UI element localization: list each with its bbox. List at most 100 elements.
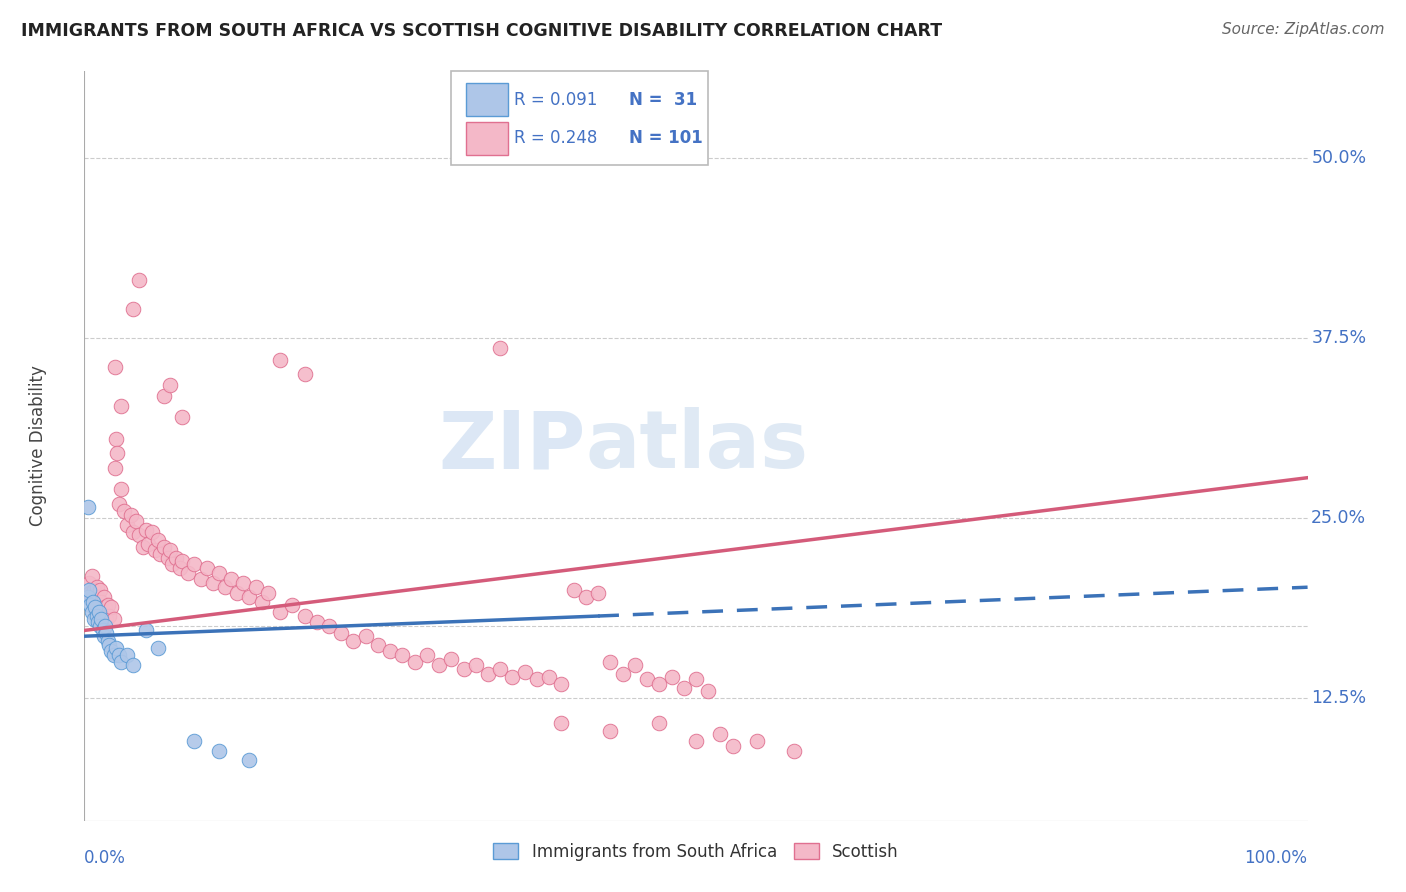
Point [107,648,129,662]
Text: 12.5%: 12.5% [1312,690,1367,707]
Point [294,609,316,624]
Point [294,367,316,381]
Point [135,523,157,537]
Point [84,600,107,615]
Point [135,624,157,638]
Point [697,684,720,698]
Point [404,655,426,669]
Point [165,551,187,566]
Point [599,724,621,739]
Point [513,665,536,680]
Point [219,572,242,586]
Point [169,561,191,575]
Point [183,557,205,571]
Point [89,583,111,598]
Point [143,542,166,557]
Text: atlas: atlas [586,407,808,485]
Point [86,609,108,624]
Point [77,591,100,605]
Text: 0.0%: 0.0% [84,849,127,867]
Point [93,629,115,643]
Point [104,460,127,475]
Point [105,446,128,460]
Point [82,594,104,608]
Point [783,744,806,758]
Point [318,619,340,633]
Point [538,669,561,683]
Point [91,605,114,619]
Point [149,547,172,561]
Point [100,600,122,615]
Text: Source: ZipAtlas.com: Source: ZipAtlas.com [1222,22,1385,37]
Point [94,600,117,615]
Point [104,359,127,374]
Point [624,658,647,673]
Point [93,591,115,605]
Point [159,378,181,392]
Point [77,575,100,590]
Point [103,648,125,662]
Point [105,432,128,446]
Legend: Immigrants from South Africa, Scottish: Immigrants from South Africa, Scottish [494,843,898,861]
Point [159,542,181,557]
Point [747,734,769,748]
Point [107,497,129,511]
Point [250,594,273,608]
Point [612,666,634,681]
Point [156,551,179,566]
Point [96,612,118,626]
FancyBboxPatch shape [451,71,709,165]
Point [661,669,683,683]
Point [586,586,609,600]
Point [648,677,671,691]
FancyBboxPatch shape [465,83,508,116]
Point [226,586,249,600]
Point [112,504,135,518]
Point [416,648,439,662]
Point [214,580,236,594]
Point [84,600,107,615]
Point [128,528,150,542]
Point [86,580,108,594]
Point [136,537,159,551]
Point [232,575,254,590]
Point [342,633,364,648]
Point [257,586,280,600]
Point [83,583,105,598]
Point [80,568,103,582]
Point [238,753,260,767]
Point [391,648,413,662]
Point [172,410,194,425]
Point [177,566,200,580]
Point [562,583,585,598]
Point [550,715,572,730]
Point [330,626,353,640]
Point [110,482,132,496]
Point [281,598,304,612]
Point [91,624,114,638]
Point [153,388,176,402]
Point [90,612,112,626]
Point [87,615,110,629]
Point [183,734,205,748]
Point [80,605,103,619]
Point [245,580,267,594]
Point [526,673,548,687]
Point [83,612,105,626]
Point [125,514,148,528]
Text: N = 101: N = 101 [628,129,703,147]
Point [269,352,291,367]
Text: R = 0.091: R = 0.091 [513,91,598,109]
Point [648,715,671,730]
Point [685,673,707,687]
Point [238,591,260,605]
Text: 37.5%: 37.5% [1312,329,1367,347]
Text: 25.0%: 25.0% [1312,509,1367,527]
Point [122,658,145,673]
Point [110,655,132,669]
Point [141,525,163,540]
Point [453,662,475,676]
Point [96,626,118,640]
Point [636,673,658,687]
Point [122,525,145,540]
